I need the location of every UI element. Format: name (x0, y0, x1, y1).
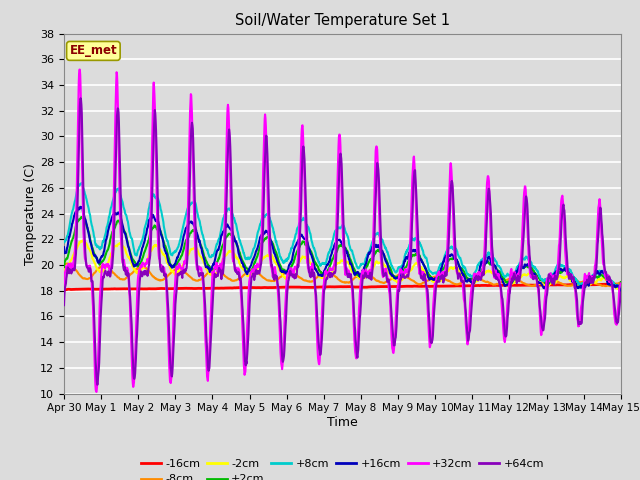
Text: EE_met: EE_met (70, 44, 117, 58)
Title: Soil/Water Temperature Set 1: Soil/Water Temperature Set 1 (235, 13, 450, 28)
Y-axis label: Temperature (C): Temperature (C) (24, 163, 37, 264)
Legend: -16cm, -8cm, -2cm, +2cm, +8cm, +16cm, +32cm, +64cm: -16cm, -8cm, -2cm, +2cm, +8cm, +16cm, +3… (136, 455, 548, 480)
X-axis label: Time: Time (327, 416, 358, 429)
